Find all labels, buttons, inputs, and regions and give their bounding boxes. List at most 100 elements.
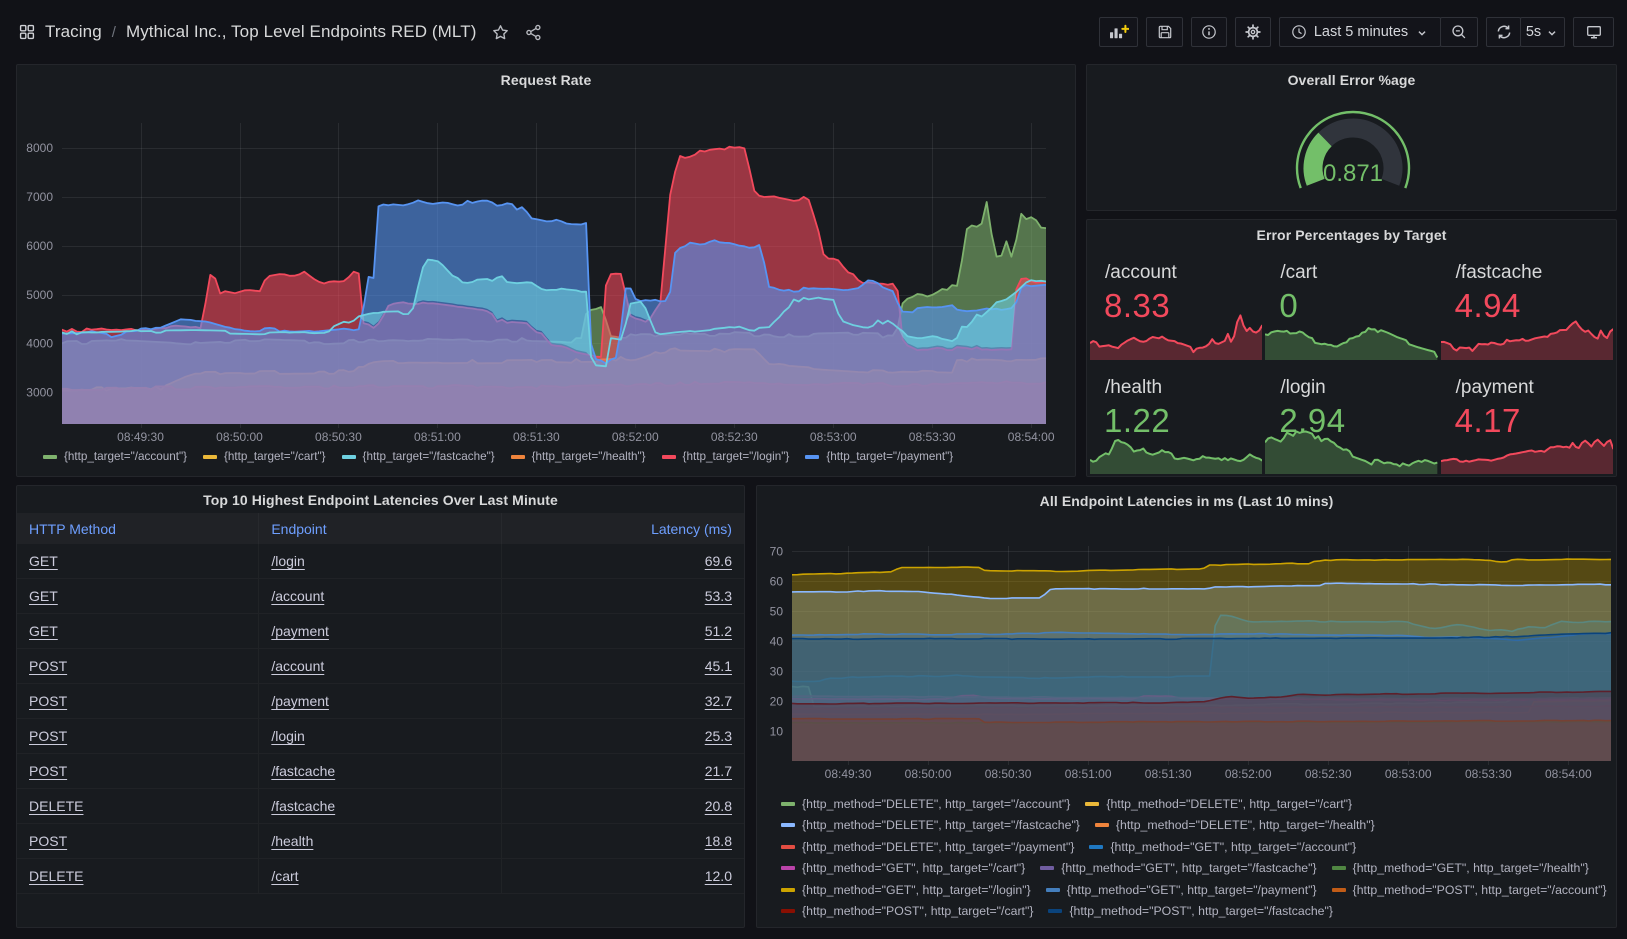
table-cell-link[interactable]: GET xyxy=(29,553,58,569)
table-cell-link[interactable]: 21.7 xyxy=(704,763,732,779)
table-cell-link[interactable]: /login xyxy=(271,553,305,569)
x-axis-tick-label: 08:50:00 xyxy=(905,767,952,781)
legend-item[interactable]: {http_method="GET", http_target="/cart"} xyxy=(781,860,1025,877)
legend-series-swatch xyxy=(341,454,356,459)
table-cell-endpoint: /account xyxy=(259,579,501,613)
table-cell-link[interactable]: GET xyxy=(29,588,58,604)
dashboard-insights-button[interactable] xyxy=(1191,17,1227,47)
legend-item[interactable]: {http_target="/fastcache"} xyxy=(341,448,495,465)
legend-item[interactable]: {http_method="GET", http_target="/health… xyxy=(1331,860,1589,877)
table-cell-link[interactable]: POST xyxy=(29,693,68,709)
table-cell-link[interactable]: POST xyxy=(29,833,68,849)
table-cell-link[interactable]: POST xyxy=(29,728,68,744)
x-axis-tick-label: 08:52:00 xyxy=(1225,767,1272,781)
table-cell-latency: 32.7 xyxy=(502,684,744,718)
refresh-button[interactable] xyxy=(1486,17,1521,47)
table-cell-link[interactable]: DELETE xyxy=(29,868,84,884)
series-line xyxy=(62,199,1046,365)
table-cell-link[interactable]: 53.3 xyxy=(704,588,732,604)
table-header-method[interactable]: HTTP Method xyxy=(17,513,259,544)
table-cell-link[interactable]: POST xyxy=(29,658,68,674)
zoom-out-button[interactable] xyxy=(1440,17,1478,47)
table-cell-link[interactable]: /cart xyxy=(271,868,299,884)
legend-item[interactable]: {http_method="POST", http_target="/cart"… xyxy=(781,903,1033,920)
table-cell-link[interactable]: /payment xyxy=(271,623,329,639)
table-cell-link[interactable]: 18.8 xyxy=(704,833,732,849)
legend-item[interactable]: {http_method="POST", http_target="/fastc… xyxy=(1048,903,1333,920)
table-cell-link[interactable]: /fastcache xyxy=(271,798,336,814)
table-cell-link[interactable]: GET xyxy=(29,623,58,639)
legend-item[interactable]: {http_method="DELETE", http_target="/fas… xyxy=(781,817,1080,834)
table-cell-link[interactable]: 12.0 xyxy=(704,868,732,884)
table-cell-link[interactable]: /health xyxy=(271,833,314,849)
table-cell-link[interactable]: /login xyxy=(271,728,305,744)
add-panel-button[interactable] xyxy=(1099,17,1138,47)
legend-series-label: {http_target="/cart"} xyxy=(224,450,326,463)
legend-item[interactable]: {http_method="GET", http_target="/login"… xyxy=(781,881,1031,898)
panel-title-error-percentages[interactable]: Error Percentages by Target xyxy=(1256,227,1447,243)
all-latencies-legend: {http_method="DELETE", http_target="/acc… xyxy=(781,795,1614,920)
gauge-track-arc xyxy=(1318,118,1403,186)
panel-title-request-rate[interactable]: Request Rate xyxy=(500,72,592,88)
overall-error-gauge[interactable]: 0.871 xyxy=(1087,91,1616,210)
table-cell-link[interactable]: 69.6 xyxy=(704,553,732,569)
table-cell-link[interactable]: 25.3 xyxy=(704,728,732,744)
all-latencies-chart[interactable]: 10 20 30 40 50 60 70 08:49:30 08:50:00 08:50:30 08… xyxy=(757,486,1618,786)
legend-item[interactable]: {http_method="DELETE", http_target="/car… xyxy=(1085,795,1352,812)
stat-sparkline xyxy=(1265,426,1438,474)
dashboard-settings-button[interactable] xyxy=(1235,17,1271,47)
panel-title-overall-error[interactable]: Overall Error %age xyxy=(1287,72,1416,88)
legend-item[interactable]: {http_method="GET", http_target="/accoun… xyxy=(1089,838,1356,855)
table-cell-link[interactable]: /payment xyxy=(271,693,329,709)
stat-sparkline xyxy=(1440,426,1613,474)
legend-series-swatch xyxy=(781,823,795,827)
legend-item[interactable]: {http_target="/cart"} xyxy=(203,448,326,465)
y-axis-tick-label: 30 xyxy=(770,664,784,678)
legend-item[interactable]: {http_method="POST", http_target="/accou… xyxy=(1331,881,1607,898)
legend-item[interactable]: {http_method="DELETE", http_target="/acc… xyxy=(781,795,1070,812)
table-cell-link[interactable]: 51.2 xyxy=(704,623,732,639)
refresh-interval-picker[interactable]: 5s xyxy=(1520,17,1565,47)
legend-item[interactable]: {http_target="/health"} xyxy=(510,448,646,465)
x-axis-tick-label: 08:52:30 xyxy=(711,430,758,444)
y-axis-tick-label: 5000 xyxy=(26,288,53,302)
stat-value: 4.17 xyxy=(1454,401,1521,439)
table-cell-latency: 69.6 xyxy=(502,544,744,578)
chevron-down-icon xyxy=(1548,30,1556,36)
cycle-view-button[interactable] xyxy=(1573,17,1614,47)
table-cell-link[interactable]: 45.1 xyxy=(704,658,732,674)
series-line xyxy=(792,705,1611,710)
legend-series-label: {http_method="GET", http_target="/accoun… xyxy=(1110,839,1357,854)
table-cell-link[interactable]: /account xyxy=(271,658,325,674)
legend-item[interactable]: {http_method="DELETE", http_target="/pay… xyxy=(781,838,1074,855)
save-dashboard-button[interactable] xyxy=(1146,17,1183,47)
series-area xyxy=(792,559,1611,761)
panel-title-all-latencies[interactable]: All Endpoint Latencies in ms (Last 10 mi… xyxy=(1039,493,1334,509)
legend-item[interactable]: {http_method="GET", http_target="/fastca… xyxy=(1040,860,1317,877)
table-cell-link[interactable]: /fastcache xyxy=(271,763,336,779)
table-header-latency[interactable]: Latency (ms) xyxy=(651,520,732,537)
legend-item[interactable]: {http_target="/account"} xyxy=(43,448,187,465)
apps-grid-icon[interactable] xyxy=(19,24,35,40)
stat-sparkline xyxy=(1265,312,1438,360)
legend-item[interactable]: {http_method="DELETE", http_target="/hea… xyxy=(1094,817,1375,834)
table-header-endpoint[interactable]: Endpoint xyxy=(259,513,501,544)
table-cell-link[interactable]: /account xyxy=(271,588,325,604)
table-cell-link[interactable]: DELETE xyxy=(29,798,84,814)
panel-title-top10[interactable]: Top 10 Highest Endpoint Latencies Over L… xyxy=(203,491,558,508)
share-icon[interactable] xyxy=(525,24,542,41)
table-cell-link[interactable]: 20.8 xyxy=(704,798,732,814)
stat-sparkline xyxy=(1090,312,1263,360)
legend-series-swatch xyxy=(1331,887,1346,892)
star-icon[interactable] xyxy=(492,24,509,41)
legend-item[interactable]: {http_target="/payment"} xyxy=(805,448,953,465)
legend-item[interactable]: {http_target="/login"} xyxy=(661,448,789,465)
legend-item[interactable]: {http_method="GET", http_target="/paymen… xyxy=(1045,881,1317,898)
request-rate-chart[interactable]: 3000 4000 5000 6000 7000 8000 08:49:30 08:50:00… xyxy=(17,65,1077,447)
table-cell-link[interactable]: 32.7 xyxy=(704,693,732,709)
error-percentages-grid: /account 8.33/cart 0/fastcache 4.94/health 1… xyxy=(1090,248,1613,474)
breadcrumb-section[interactable]: Tracing xyxy=(45,22,102,41)
time-range-picker[interactable]: Last 5 minutes xyxy=(1279,17,1441,47)
table-cell-link[interactable]: POST xyxy=(29,763,68,779)
breadcrumb: Tracing / Mythical Inc., Top Level Endpo… xyxy=(19,0,542,64)
